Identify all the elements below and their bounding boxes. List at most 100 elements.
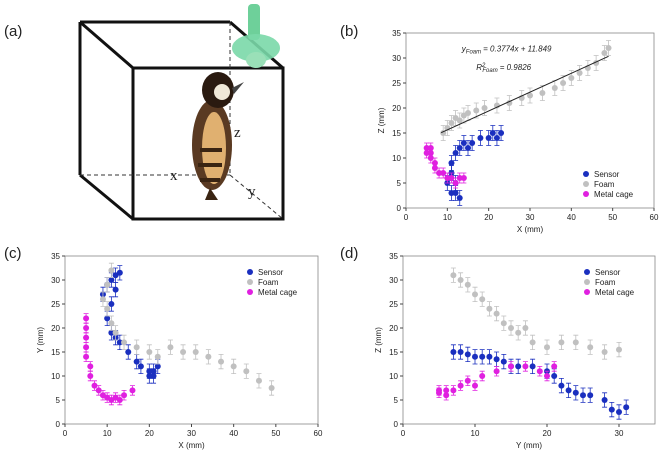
y-tick-label: 35 — [392, 29, 401, 38]
r2-sub: Foam — [482, 68, 497, 74]
point — [87, 373, 94, 379]
r2-r: R — [476, 63, 482, 72]
legend-marker — [583, 191, 589, 197]
point — [572, 389, 579, 396]
cube — [78, 20, 285, 221]
point — [485, 135, 492, 141]
point — [479, 353, 486, 360]
point — [500, 320, 507, 327]
legend-marker — [247, 269, 253, 275]
point — [457, 382, 464, 389]
y-tick-label: 10 — [389, 372, 398, 381]
point — [508, 363, 514, 370]
point — [551, 363, 558, 370]
point — [83, 353, 90, 360]
point — [506, 100, 513, 106]
plot-frame — [402, 255, 656, 425]
point — [99, 296, 106, 303]
point — [558, 339, 565, 346]
point — [448, 190, 455, 196]
point — [108, 267, 115, 274]
y-tick-label: 0 — [56, 420, 61, 429]
point — [243, 368, 250, 375]
point — [108, 320, 115, 327]
point — [460, 140, 467, 146]
y-tick-label: 5 — [56, 396, 61, 405]
point — [423, 150, 430, 156]
legend-marker — [583, 171, 589, 177]
y-axis-title: Y (mm) — [36, 327, 45, 353]
point — [95, 387, 102, 394]
point — [456, 145, 463, 151]
y-tick-label: 20 — [389, 324, 398, 333]
axis-y-label: y — [248, 184, 256, 200]
y-tick-label: 15 — [389, 348, 398, 357]
y-tick-label: 20 — [51, 324, 60, 333]
x-tick-label: 0 — [63, 429, 68, 438]
point — [457, 277, 464, 283]
point — [551, 373, 558, 379]
point — [83, 334, 90, 341]
point — [472, 353, 478, 360]
point — [486, 353, 493, 360]
x-tick-label: 30 — [526, 213, 535, 222]
point — [448, 160, 455, 166]
point — [431, 165, 438, 171]
point — [154, 353, 161, 360]
y-tick-label: 35 — [51, 252, 60, 261]
point — [498, 130, 505, 136]
point — [104, 305, 111, 312]
point — [477, 135, 484, 141]
point — [108, 277, 115, 283]
x-tick-label: 60 — [650, 213, 659, 222]
y-tick-label: 5 — [397, 179, 402, 188]
y-tick-label: 0 — [394, 420, 399, 429]
point — [465, 145, 471, 151]
panel-label: (a) — [4, 23, 22, 40]
point — [87, 363, 94, 370]
point — [508, 325, 514, 331]
chart: (d) 0 10 20 30 0 5 10 15 20 25 30 35 Y (mm) Z (mm) Sens… — [340, 245, 656, 450]
point — [137, 363, 144, 370]
legend-marker — [247, 279, 253, 285]
chart: (c) 0 10 20 30 40 50 60 0 5 10 15 20 25 30 35 X (mm) Y (m… — [4, 245, 323, 450]
point — [464, 281, 471, 288]
y-tick-label: 10 — [51, 372, 60, 381]
point — [121, 339, 128, 346]
point — [218, 358, 225, 365]
legend-label: Metal cage — [595, 288, 635, 297]
point — [133, 344, 140, 351]
point — [230, 363, 237, 370]
bird — [192, 72, 244, 200]
point — [450, 349, 457, 355]
panel-label: (d) — [340, 245, 358, 262]
point — [616, 346, 622, 353]
legend-label: Foam — [594, 180, 615, 189]
panel-label: (c) — [4, 245, 22, 262]
point — [116, 269, 123, 276]
point — [150, 373, 157, 379]
point — [515, 363, 522, 370]
point — [472, 291, 478, 298]
point — [116, 339, 123, 346]
x-tick-label: 50 — [608, 213, 617, 222]
y-tick-label: 30 — [389, 276, 398, 285]
point — [587, 392, 594, 399]
point — [522, 363, 529, 370]
point — [452, 180, 459, 186]
x-tick-label: 20 — [484, 213, 493, 222]
x-tick-label: 20 — [145, 429, 154, 438]
point — [587, 344, 594, 351]
point — [255, 377, 262, 384]
y-tick-label: 25 — [392, 79, 401, 88]
point — [436, 389, 442, 396]
point — [83, 325, 90, 331]
x-tick-label: 0 — [401, 429, 406, 438]
x-tick-label: 10 — [103, 429, 112, 438]
point — [558, 382, 565, 389]
point — [450, 387, 457, 394]
fit-r2: R2 Foam = 0.9826 — [476, 63, 531, 74]
point — [427, 150, 434, 156]
